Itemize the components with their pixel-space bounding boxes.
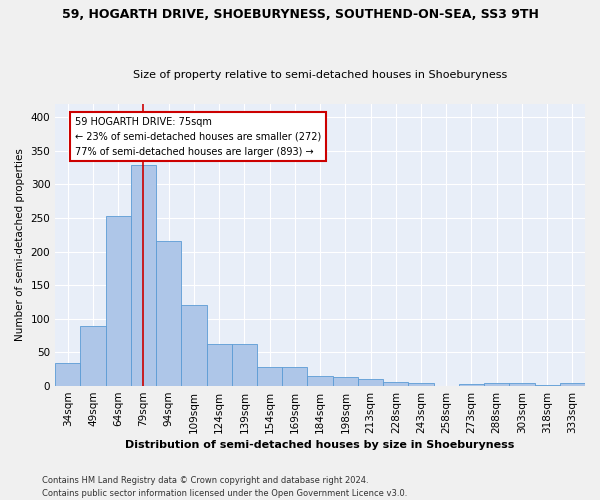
Bar <box>459 384 484 386</box>
Bar <box>307 376 332 386</box>
Bar <box>131 166 156 386</box>
Bar <box>484 382 509 386</box>
Bar <box>106 216 131 386</box>
Bar <box>358 380 383 386</box>
Bar <box>55 362 80 386</box>
Bar <box>509 384 535 386</box>
Bar <box>80 326 106 386</box>
Y-axis label: Number of semi-detached properties: Number of semi-detached properties <box>15 148 25 341</box>
Bar <box>560 384 585 386</box>
X-axis label: Distribution of semi-detached houses by size in Shoeburyness: Distribution of semi-detached houses by … <box>125 440 515 450</box>
Bar <box>409 382 434 386</box>
Title: Size of property relative to semi-detached houses in Shoeburyness: Size of property relative to semi-detach… <box>133 70 507 81</box>
Text: Contains HM Land Registry data © Crown copyright and database right 2024.
Contai: Contains HM Land Registry data © Crown c… <box>42 476 407 498</box>
Bar <box>257 366 282 386</box>
Bar <box>383 382 409 386</box>
Bar <box>332 378 358 386</box>
Bar <box>181 304 206 386</box>
Text: 59 HOGARTH DRIVE: 75sqm
← 23% of semi-detached houses are smaller (272)
77% of s: 59 HOGARTH DRIVE: 75sqm ← 23% of semi-de… <box>76 117 322 156</box>
Bar <box>282 366 307 386</box>
Bar <box>156 242 181 386</box>
Bar <box>206 344 232 386</box>
Bar <box>232 344 257 386</box>
Text: 59, HOGARTH DRIVE, SHOEBURYNESS, SOUTHEND-ON-SEA, SS3 9TH: 59, HOGARTH DRIVE, SHOEBURYNESS, SOUTHEN… <box>62 8 538 20</box>
